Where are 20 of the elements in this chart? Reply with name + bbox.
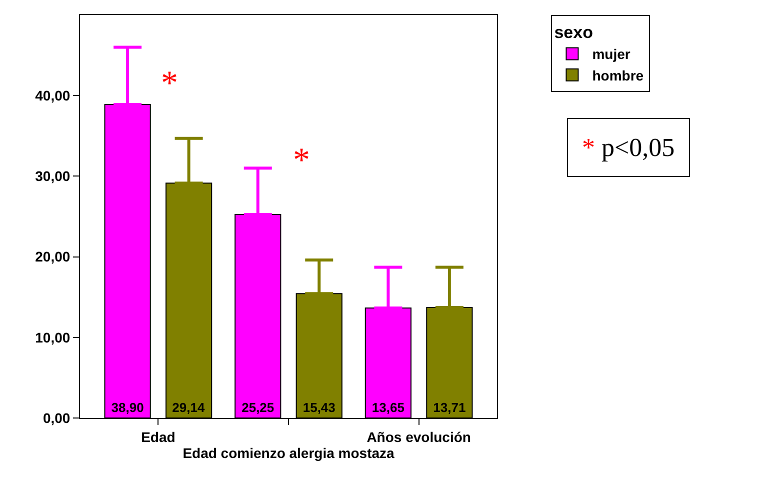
y-tick-label: 30,00 <box>35 168 70 184</box>
x-tick-label: Edad <box>141 428 176 445</box>
data-label: 13,65 <box>372 400 404 415</box>
data-label: 38,90 <box>111 400 144 415</box>
annotation: * <box>293 142 310 179</box>
legend-title: sexo <box>554 23 593 42</box>
y-tick-label: 20,00 <box>35 248 70 265</box>
text: * p<0,05 <box>582 133 675 162</box>
data-label: 29,14 <box>172 400 206 415</box>
data-label: 25,25 <box>242 400 274 415</box>
x-axis-title: Edad comienzo alergia mostaza <box>182 445 395 462</box>
annotation: * <box>161 65 178 102</box>
data-label: 13,71 <box>433 400 466 415</box>
data-label: 15,43 <box>302 400 336 415</box>
legend-label: hombre <box>592 67 644 84</box>
y-tick-label: 40,00 <box>35 88 70 104</box>
y-tick-label: 0,00 <box>42 410 70 426</box>
y-tick-label: 10,00 <box>35 329 70 346</box>
legend-label: mujer <box>592 46 631 62</box>
x-tick-label: Años evolución <box>366 428 471 445</box>
